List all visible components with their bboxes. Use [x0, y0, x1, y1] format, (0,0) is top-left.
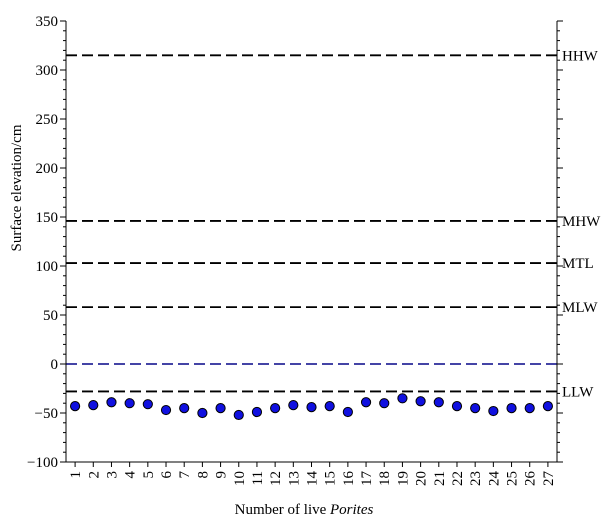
data-points	[69, 393, 554, 421]
x-tick-label: 8	[195, 471, 211, 479]
data-point	[88, 400, 99, 411]
y-axis-title: Surface elevation/cm	[9, 124, 25, 251]
data-point	[506, 403, 517, 414]
data-point	[142, 399, 153, 410]
x-tick-label: 7	[177, 471, 193, 479]
y-tick-label: −50	[35, 406, 58, 422]
x-tick-label: 18	[377, 471, 393, 486]
x-tick-label: 23	[468, 471, 484, 486]
data-point	[69, 401, 81, 412]
x-tick-label: 21	[432, 471, 448, 486]
x-axis-title: Number of live Porites	[235, 502, 374, 518]
data-point	[451, 401, 463, 412]
x-tick-label: 19	[395, 471, 411, 486]
data-point	[179, 403, 190, 414]
data-point	[233, 409, 244, 421]
data-point	[270, 403, 281, 414]
x-tick-label: 13	[286, 471, 302, 486]
x-tick-label: 24	[486, 471, 502, 487]
y-tick-label: 100	[36, 259, 59, 275]
x-tick-label: 9	[214, 471, 230, 479]
y-tick-label: 150	[36, 210, 59, 226]
data-point	[470, 403, 481, 414]
y-tick-label: 0	[51, 357, 59, 373]
data-point	[106, 397, 117, 408]
x-axis-title-italic: Porites	[329, 502, 373, 518]
data-point	[306, 402, 317, 413]
x-tick-label: 22	[450, 471, 466, 486]
data-point	[379, 398, 390, 409]
x-axis-title-prefix: Number of live	[235, 502, 330, 518]
x-tick-label: 26	[523, 471, 539, 487]
reference-lines: HHW MHW MTL MLW LLW	[66, 48, 601, 400]
data-point	[342, 406, 353, 418]
data-point	[524, 403, 535, 414]
data-point	[415, 396, 426, 407]
x-tick-label: 14	[305, 471, 321, 487]
reference-line-label: MLW	[562, 300, 598, 316]
x-tick-label: 2	[86, 471, 102, 479]
data-point	[197, 407, 208, 419]
x-tick-label: 5	[141, 471, 157, 479]
data-point	[215, 403, 226, 414]
x-tick-label: 12	[268, 471, 284, 486]
y-tick-label: 250	[36, 112, 59, 128]
x-tick-label: 25	[505, 471, 521, 486]
data-point	[488, 405, 499, 417]
x-tick-label: 16	[341, 471, 357, 487]
x-tick-label: 1	[68, 471, 84, 479]
y-tick-label: 350	[36, 14, 59, 30]
y-tick-label: −100	[27, 455, 58, 471]
data-point	[251, 406, 263, 418]
x-tick-label: 11	[250, 471, 266, 485]
data-point	[124, 398, 135, 409]
y-tick-label: 300	[36, 63, 59, 79]
reference-line-label: LLW	[562, 384, 594, 400]
data-point	[397, 393, 408, 404]
reference-line-label: HHW	[562, 48, 599, 64]
x-tick-label: 6	[159, 471, 175, 479]
x-tick-label: 15	[323, 471, 339, 486]
data-point	[160, 404, 172, 416]
data-point	[360, 397, 372, 408]
x-tick-label: 27	[541, 471, 557, 487]
x-tick-label: 17	[359, 471, 375, 487]
y-tick-label: 200	[36, 161, 59, 177]
x-tick-label: 20	[414, 471, 430, 486]
x-tick-label: 10	[232, 471, 248, 486]
y-tick-label: 50	[43, 308, 58, 324]
data-point	[288, 400, 299, 411]
data-point	[324, 401, 335, 412]
x-tick-label: 4	[123, 471, 139, 479]
x-tick-label: 3	[104, 471, 120, 479]
data-point	[433, 397, 444, 408]
reference-line-label: MTL	[562, 256, 594, 272]
data-point	[542, 401, 554, 412]
reference-line-label: MHW	[562, 214, 601, 230]
